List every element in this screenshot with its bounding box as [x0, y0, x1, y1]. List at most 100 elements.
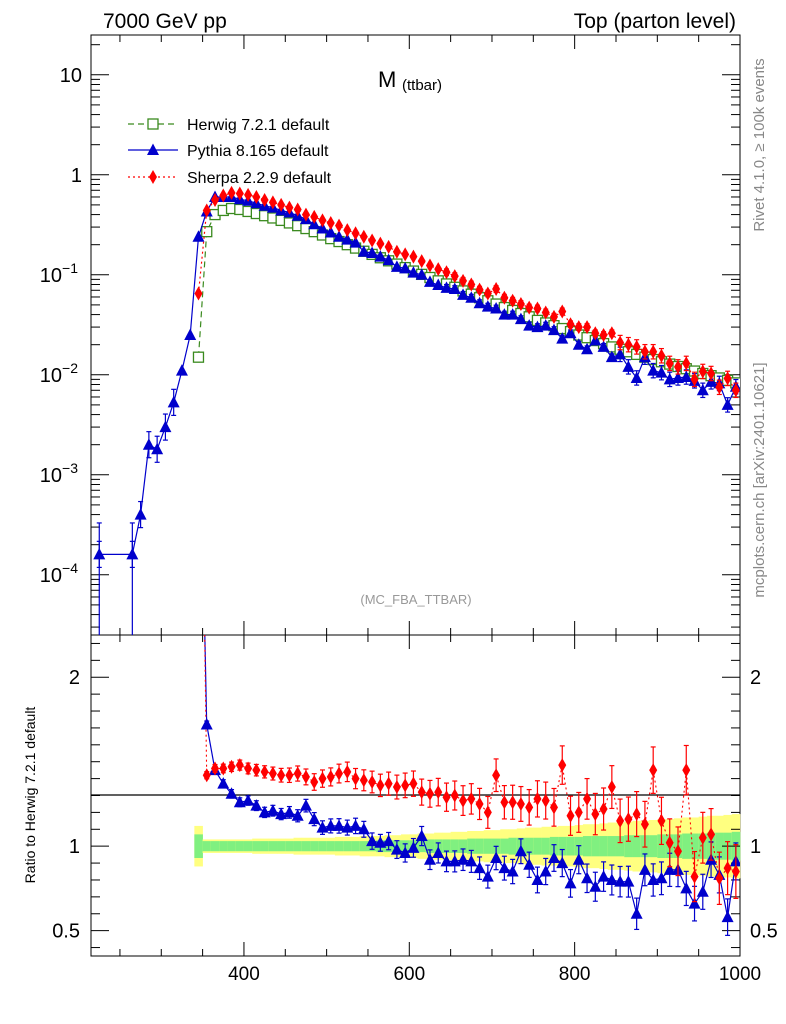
pythia-point: [663, 372, 676, 385]
sherpa-point: [359, 229, 368, 244]
ratio-uncertainty-band: [194, 814, 741, 879]
sherpa-point: [235, 186, 244, 201]
sherpa-ratio-point: [301, 769, 310, 784]
pythia-point: [547, 323, 560, 336]
pythia-point: [630, 371, 643, 383]
sherpa-point: [707, 366, 716, 381]
band-inner-bin: [500, 838, 509, 854]
band-inner-bin: [326, 841, 336, 852]
legend-label-herwig: Herwig 7.2.1 default: [187, 117, 330, 134]
band-inner-bin: [541, 837, 551, 855]
sherpa-point: [508, 293, 517, 308]
pythia-ratio-point: [498, 861, 511, 874]
sherpa-ratio-point: [335, 766, 344, 781]
sherpa-ratio-point: [459, 793, 468, 808]
pythia-ratio-point: [266, 804, 279, 816]
sherpa-point: [673, 359, 682, 374]
sherpa-ratio-point: [359, 773, 368, 788]
sherpa-ratio-point: [483, 805, 492, 820]
band-inner-bin: [467, 838, 476, 854]
pythia-ratio-point: [415, 829, 428, 842]
sherpa-ratio-point: [434, 785, 443, 800]
pythia-ratio-point: [614, 875, 627, 887]
sherpa-point: [483, 286, 492, 301]
sherpa-point: [731, 383, 740, 398]
sherpa-ratio-point: [583, 791, 592, 806]
band-inner-bin: [508, 837, 518, 855]
sherpa-point: [616, 335, 625, 350]
sherpa-ratio-point: [731, 864, 740, 879]
sherpa-point: [310, 209, 319, 224]
y-tick-label: 1: [71, 165, 82, 187]
sherpa-point: [343, 223, 352, 238]
sherpa-ratio-point: [616, 813, 625, 828]
sherpa-ratio-point: [607, 780, 616, 795]
pythia-ratio-point: [357, 822, 370, 835]
sherpa-point: [260, 192, 269, 207]
sherpa-point: [649, 344, 658, 359]
legend-label-pythia: Pythia 8.165 default: [187, 143, 329, 160]
band-inner-bin: [318, 841, 327, 852]
sherpa-ratio-point: [318, 771, 327, 786]
pythia-point: [440, 281, 453, 293]
pythia-point: [457, 288, 470, 300]
band-inner-bin: [293, 841, 303, 852]
pythia-ratio-point: [217, 777, 230, 789]
sherpa-point: [326, 215, 335, 230]
pythia-point: [465, 291, 478, 303]
rivet-label: Rivet 4.1.0, ≥ 100k events: [751, 58, 768, 231]
sherpa-ratio-point: [293, 766, 302, 781]
herwig-point: [192, 351, 205, 363]
axis-tick-labels: 400 600 800 1000 10 1 10−1 10−2 10−3 10−4 0.5 0.5 1 1…: [40, 65, 778, 985]
band-inner-bin: [210, 841, 220, 852]
band-inner-bin: [607, 836, 617, 857]
band-inner-bin: [458, 839, 468, 853]
band-inner-bin: [525, 837, 534, 855]
sherpa-ratio-point: [326, 769, 335, 784]
band-inner-bin: [582, 836, 592, 857]
pythia-point: [721, 398, 734, 410]
sherpa-ratio-point: [351, 771, 360, 786]
pythia-ratio-point: [481, 870, 494, 882]
pythia-ratio-point: [581, 871, 594, 884]
sherpa-ratio-point: [252, 763, 261, 778]
sherpa-point: [244, 187, 253, 202]
sherpa-point: [318, 213, 327, 228]
sherpa-point: [690, 372, 699, 387]
pythia-ratio-point: [539, 865, 552, 877]
band-inner-bin: [310, 841, 319, 852]
pythia-point: [167, 395, 180, 408]
sherpa-ratio-point: [235, 758, 244, 773]
sherpa-point: [682, 356, 691, 371]
band-inner-bin: [632, 835, 642, 858]
sherpa-point: [558, 304, 567, 319]
pythia-point: [506, 308, 519, 320]
sherpa-ratio-point: [516, 796, 525, 811]
sherpa-point: [549, 309, 558, 324]
sherpa-ratio-point: [624, 812, 633, 827]
sherpa-point: [583, 320, 592, 335]
pythia-point: [523, 319, 536, 331]
plot-title-sub: (ttbar): [402, 77, 442, 94]
pythia-point: [151, 442, 164, 455]
band-inner-bin: [268, 841, 278, 852]
band-inner-bin: [227, 841, 236, 852]
sherpa-ratio-point: [665, 835, 674, 850]
band-inner-bin: [334, 841, 344, 852]
band-inner-bin: [450, 839, 460, 853]
band-inner-bin: [194, 834, 203, 859]
legend-marker-herwig: [147, 118, 159, 130]
pythia-point: [134, 508, 147, 520]
ratio-y-tick-label-right: 2: [750, 667, 761, 689]
pythia-point: [349, 236, 362, 248]
pythia-ratio-point: [523, 858, 536, 870]
sherpa-ratio-point: [500, 795, 509, 810]
sherpa-ratio-point: [450, 788, 459, 803]
band-inner-bin: [615, 836, 625, 857]
pythia-point: [142, 438, 155, 450]
pythia-ratio-point: [407, 841, 420, 853]
plot-title-main: M: [378, 67, 396, 92]
plot-title: M (ttbar): [378, 67, 442, 94]
pythia-ratio-point: [721, 910, 734, 923]
sherpa-point: [665, 356, 674, 371]
